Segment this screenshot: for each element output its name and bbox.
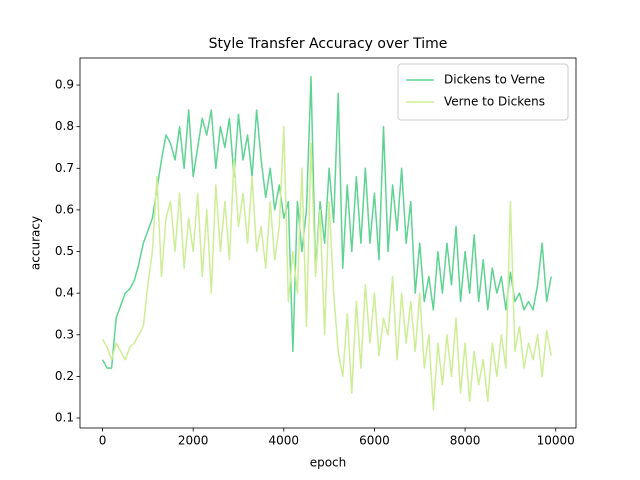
legend: Dickens to Verne Verne to Dickens <box>397 63 569 121</box>
x-tick-label: 4000 <box>269 434 300 448</box>
y-tick-label: 0.8 <box>55 119 74 133</box>
x-tick-label: 0 <box>99 434 107 448</box>
y-tick-label: 0.2 <box>55 369 74 383</box>
data-line <box>101 125 552 411</box>
y-tick-label: 0.6 <box>55 202 74 216</box>
legend-label: Dickens to Verne <box>444 73 545 87</box>
y-tick-label: 0.9 <box>55 78 74 92</box>
y-tick-label: 0.3 <box>55 327 74 341</box>
x-tick-label: 2000 <box>178 434 209 448</box>
plot-frame <box>79 57 577 429</box>
x-tick-label: 6000 <box>359 434 390 448</box>
legend-label: Verne to Dickens <box>444 95 545 109</box>
legend-box <box>397 63 569 121</box>
chart-title: Style Transfer Accuracy over Time <box>209 36 448 52</box>
data-line <box>101 75 552 369</box>
x-tick-label: 10000 <box>537 434 575 448</box>
y-tick-label: 0.1 <box>55 411 74 425</box>
y-axis-label: accuracy <box>29 216 43 270</box>
x-axis-label: epoch <box>310 456 347 470</box>
y-tick-label: 0.7 <box>55 161 74 175</box>
y-tick-label: 0.4 <box>55 286 74 300</box>
x-tick-label: 8000 <box>450 434 481 448</box>
y-tick-label: 0.5 <box>55 244 74 258</box>
